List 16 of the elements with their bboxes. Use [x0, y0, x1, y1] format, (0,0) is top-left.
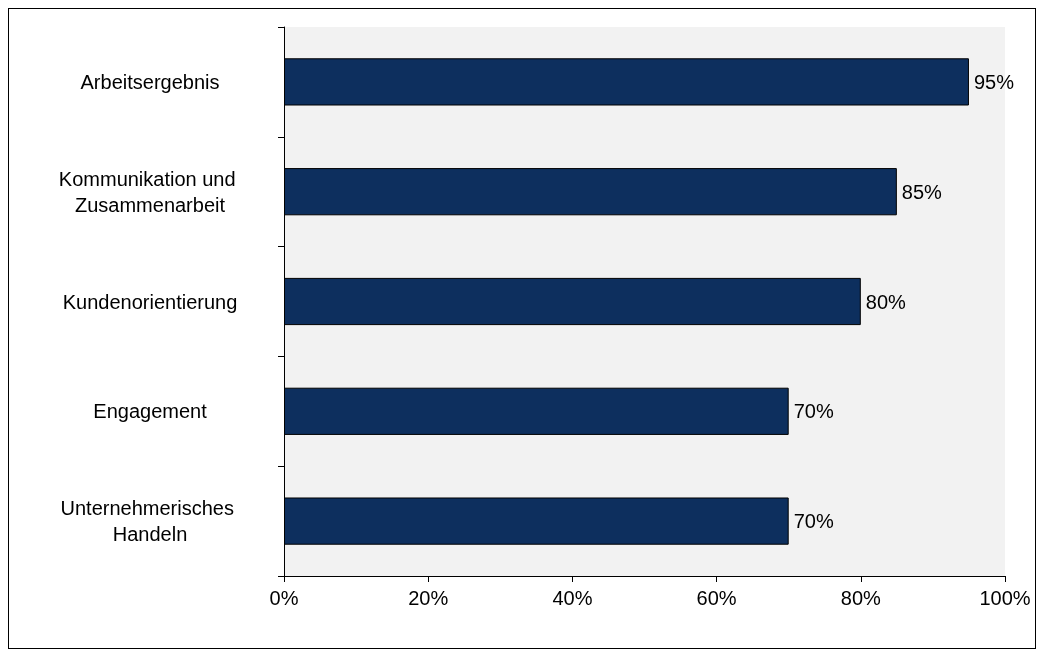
y-tick-label: Kommunikation und Zusammenarbeit — [58, 167, 242, 216]
data-label: 70% — [793, 510, 834, 533]
data-label: 70% — [793, 400, 834, 423]
y-tick-label: Engagement — [93, 400, 208, 423]
x-tick-label: 0% — [269, 587, 299, 609]
y-tick-label: Unternehmerisches Handeln — [60, 497, 240, 546]
x-tick-label: 80% — [840, 587, 882, 609]
x-tick-label: 100% — [979, 587, 1031, 609]
y-tick-label: Arbeitsergebnis — [80, 70, 220, 93]
data-label: 95% — [973, 70, 1015, 93]
data-label: 85% — [901, 180, 943, 203]
x-tick-label: 40% — [552, 587, 593, 609]
y-tick-label: Kundenorientierung — [62, 290, 238, 313]
data-label: 80% — [865, 290, 907, 313]
x-tick-label: 20% — [408, 587, 449, 609]
x-tick-label: 60% — [696, 587, 737, 609]
